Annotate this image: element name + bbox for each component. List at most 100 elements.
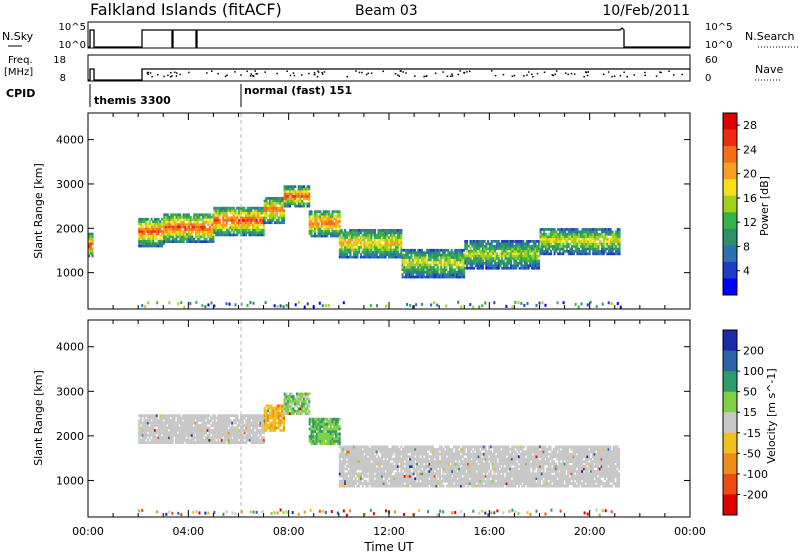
data-cell <box>226 219 228 222</box>
data-cell <box>423 266 425 269</box>
data-cell <box>205 424 207 427</box>
data-cell <box>362 453 364 456</box>
data-cell <box>196 441 198 444</box>
data-cell <box>226 212 228 215</box>
near-range-speckle <box>322 304 324 307</box>
data-cell <box>348 251 350 254</box>
data-cell <box>308 400 310 403</box>
data-cell <box>388 450 390 453</box>
data-cell <box>281 200 283 203</box>
data-cell <box>358 465 360 468</box>
data-cell <box>363 482 365 485</box>
data-cell <box>430 256 432 259</box>
data-cell <box>395 253 397 256</box>
data-cell <box>363 463 365 466</box>
data-cell <box>508 252 510 255</box>
data-cell <box>463 273 465 276</box>
data-cell <box>536 247 538 250</box>
data-cell <box>559 231 561 234</box>
data-cell <box>451 249 453 252</box>
data-cell <box>170 223 172 226</box>
data-cell <box>289 205 291 208</box>
data-cell <box>188 228 190 231</box>
data-cell <box>351 472 353 475</box>
data-cell <box>203 427 205 430</box>
data-cell <box>169 238 171 241</box>
data-cell <box>208 429 210 432</box>
near-range-speckle <box>469 303 471 306</box>
data-cell <box>163 429 165 432</box>
data-cell <box>263 226 265 229</box>
data-cell <box>226 217 228 220</box>
data-cell <box>342 236 344 239</box>
data-cell <box>285 395 287 398</box>
data-cell <box>619 243 621 246</box>
data-cell <box>360 453 362 456</box>
data-cell <box>229 217 231 220</box>
data-cell <box>257 221 259 224</box>
data-cell <box>281 207 283 210</box>
data-cell <box>358 450 360 453</box>
data-cell <box>196 436 198 439</box>
data-cell <box>159 431 161 434</box>
data-cell <box>383 470 385 473</box>
data-cell <box>209 216 211 219</box>
data-cell <box>163 441 165 444</box>
data-cell <box>240 422 242 425</box>
data-cell <box>182 441 184 444</box>
data-cell <box>590 233 592 236</box>
data-cell <box>379 465 381 468</box>
data-cell <box>449 256 451 259</box>
nave-dot <box>403 71 405 73</box>
data-cell <box>339 480 341 483</box>
data-cell <box>176 240 178 243</box>
nave-dot <box>176 72 178 74</box>
data-cell <box>386 485 388 488</box>
data-cell <box>261 221 263 224</box>
data-cell <box>215 424 217 427</box>
data-cell <box>197 218 199 221</box>
data-cell <box>372 448 374 451</box>
data-cell <box>360 236 362 239</box>
data-cell <box>213 217 215 220</box>
data-cell <box>348 446 350 449</box>
data-cell <box>309 418 311 421</box>
data-cell <box>501 250 503 253</box>
data-cell <box>330 435 332 438</box>
data-cell <box>370 236 372 239</box>
data-cell <box>367 241 369 244</box>
data-cell <box>314 215 316 218</box>
data-cell <box>578 253 580 256</box>
nave-dot <box>466 71 468 73</box>
data-cell <box>575 238 577 241</box>
data-cell <box>458 251 460 254</box>
data-cell <box>252 424 254 427</box>
data-cell <box>402 465 404 468</box>
data-cell <box>360 448 362 451</box>
data-cell <box>388 480 390 483</box>
data-cell <box>209 228 211 231</box>
data-cell <box>517 240 519 243</box>
data-cell <box>168 431 170 434</box>
near-range-speckle <box>343 301 345 304</box>
data-cell <box>587 233 589 236</box>
data-cell <box>582 248 584 251</box>
data-cell <box>252 231 254 234</box>
data-cell <box>328 440 330 443</box>
data-cell <box>468 245 470 248</box>
data-cell <box>561 240 563 243</box>
data-cell <box>261 209 263 212</box>
data-cell <box>583 233 585 236</box>
data-cell <box>191 441 193 444</box>
data-cell <box>342 244 344 247</box>
data-cell <box>589 253 591 256</box>
data-cell <box>489 260 491 263</box>
data-cell <box>583 240 585 243</box>
data-cell <box>165 419 167 422</box>
data-cell <box>435 273 437 276</box>
data-cell <box>321 437 323 440</box>
colorbar-segment <box>723 212 737 229</box>
data-cell <box>342 446 344 449</box>
data-cell <box>156 419 158 422</box>
data-cell <box>205 238 207 241</box>
